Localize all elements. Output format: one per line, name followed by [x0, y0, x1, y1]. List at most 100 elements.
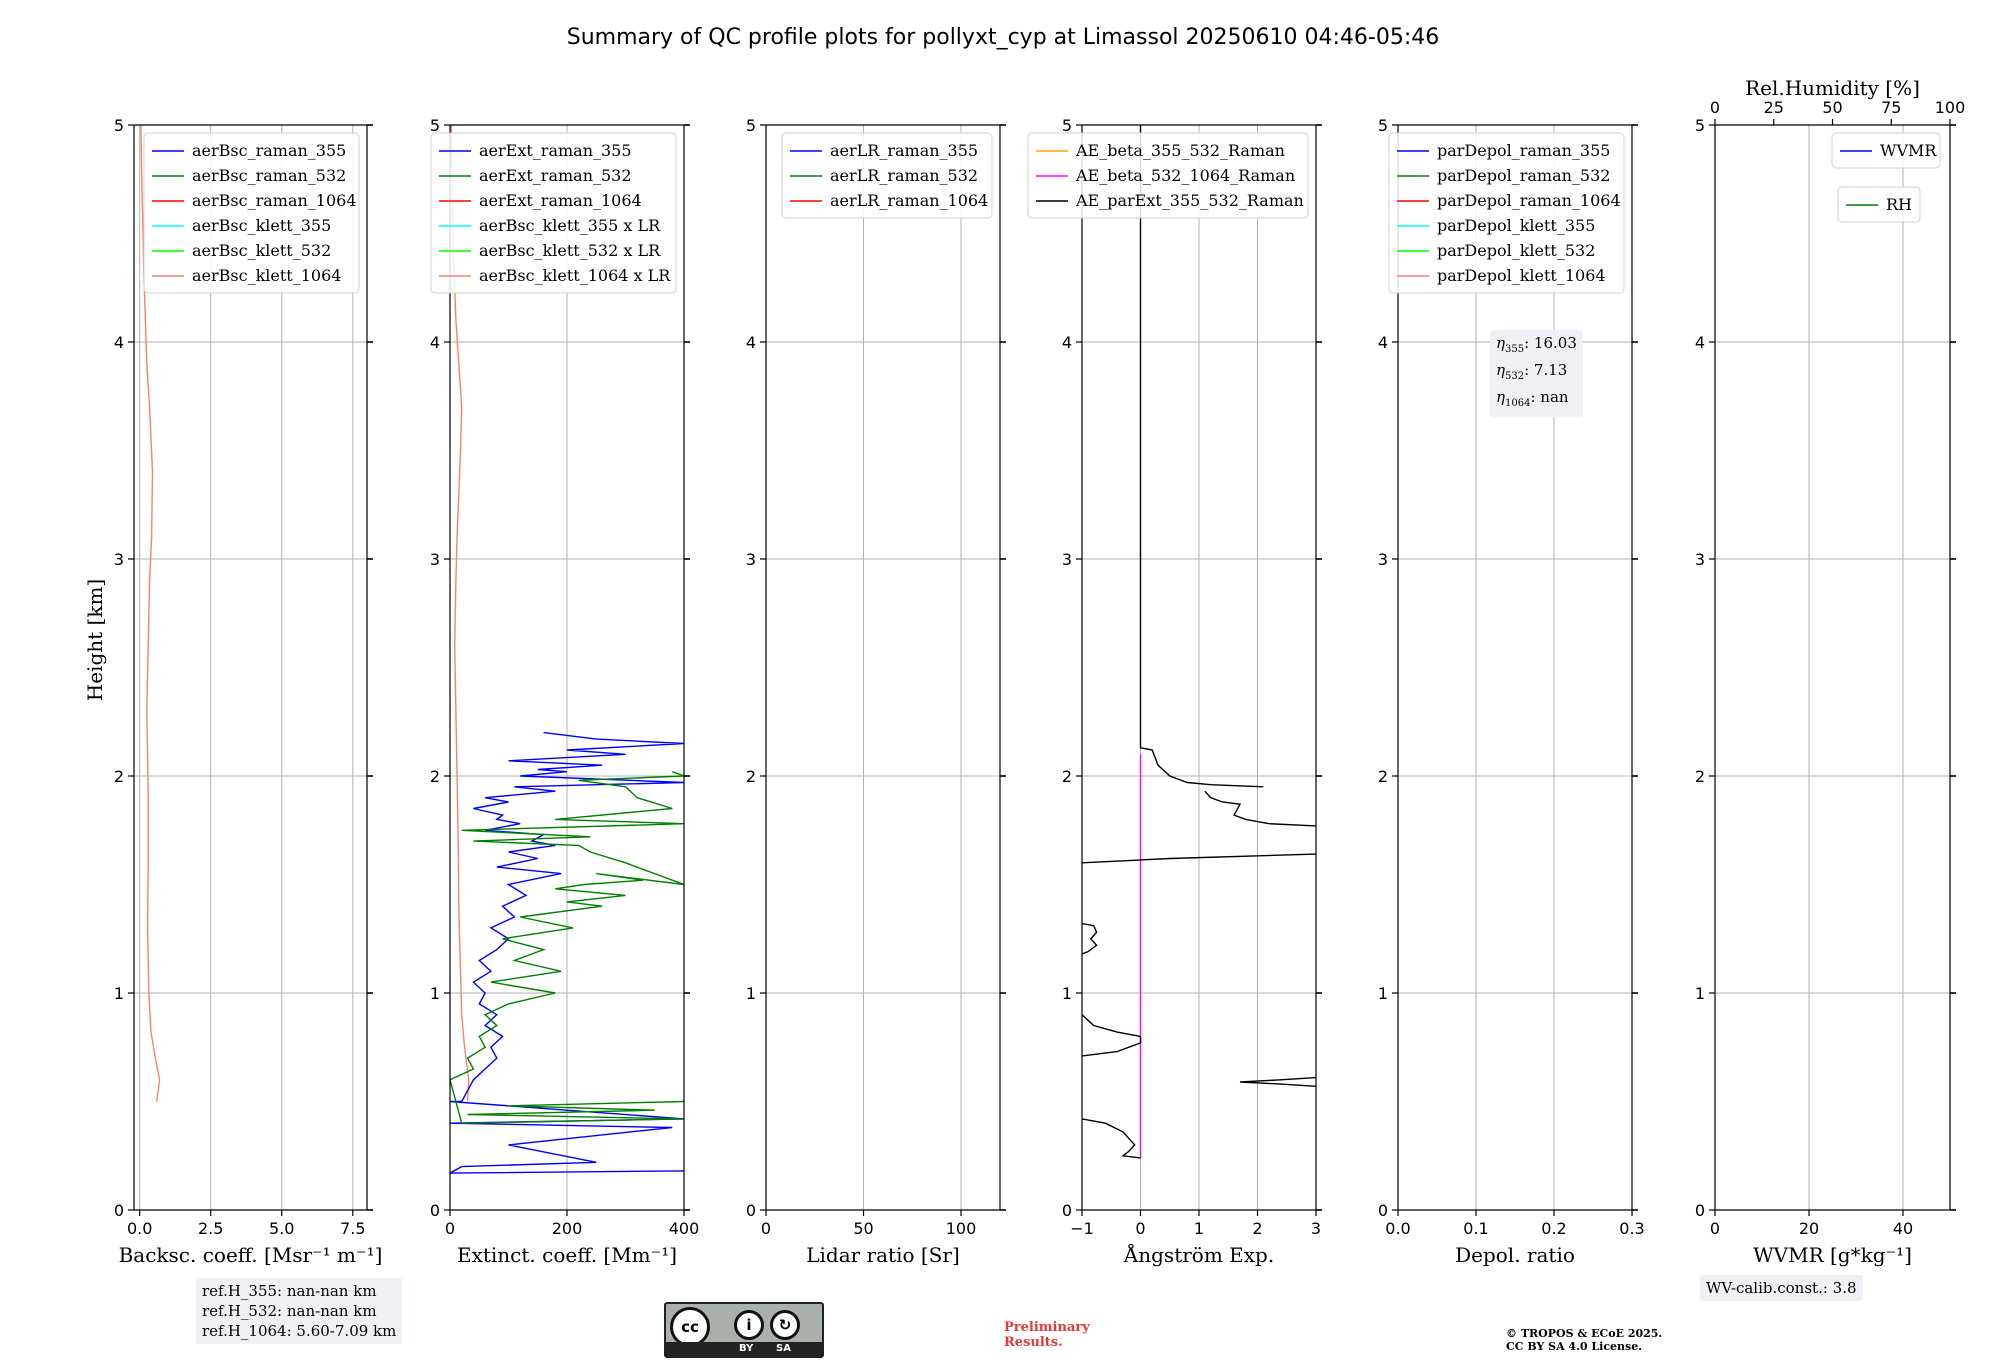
legend-frame: [1837, 186, 1921, 223]
top-x-tick-label: 50: [1822, 98, 1842, 117]
legend-entry: aerBsc_raman_355: [192, 141, 346, 160]
legend: parDepol_raman_355 parDepol_raman_532 parD…: [1388, 132, 1625, 294]
panel-bsc: 0 1 2 3 4 5 0.0 2.5 5.0 7.5 Backsc. coeff. [Msr⁻¹ …: [114, 116, 383, 1267]
top-x-tick-label: 25: [1764, 98, 1784, 117]
y-tick-label: 3: [1378, 550, 1388, 569]
legend-entry: RH: [1886, 195, 1912, 214]
y-tick-label: 1: [1695, 984, 1705, 1003]
x-tick-label: 0.3: [1619, 1219, 1644, 1238]
legend-entry: AE_beta_532_1064_Raman: [1075, 166, 1295, 185]
y-tick-label: 1: [1062, 984, 1072, 1003]
legend-entry: aerBsc_klett_355: [192, 216, 331, 235]
legend-frame: [781, 132, 993, 219]
top-x-axis-label: Rel.Humidity [%]: [1745, 76, 1920, 100]
panel-ext: 0 1 2 3 4 5 0 200 400 Extinct. coeff. [Mm⁻¹] aerEx…: [430, 116, 699, 1267]
y-tick-label: 3: [430, 550, 440, 569]
eta-1064: η1064: nan: [1496, 388, 1569, 409]
preliminary-results-note: Preliminary Results.: [1004, 1320, 1090, 1350]
eta-box: η355: 16.03 η532: 7.13 η1064: nan: [1490, 330, 1583, 417]
x-tick-label: 0.1: [1463, 1219, 1488, 1238]
legend-entry: parDepol_raman_1064: [1437, 191, 1621, 210]
x-tick-label: 7.5: [340, 1219, 365, 1238]
wv-calibration-box: WV-calib.const.: 3.8: [1700, 1275, 1863, 1301]
eta-355: η355: 16.03: [1496, 334, 1577, 355]
series-line-AE_parExt_355_532_Raman: [1139, 125, 1264, 788]
series-line-AE_parExt_355_532_Raman: [1239, 1076, 1316, 1087]
legend-entry: parDepol_klett_355: [1437, 216, 1595, 235]
y-tick-label: 4: [430, 333, 440, 352]
ref-h-532: ref.H_532: nan-nan km: [202, 1302, 377, 1320]
x-tick-label: 200: [552, 1219, 583, 1238]
legend: aerBsc_raman_355 aerBsc_raman_532 aerBsc_r…: [143, 132, 360, 294]
x-tick-label: 0.2: [1541, 1219, 1566, 1238]
y-tick-label: 5: [746, 116, 756, 135]
x-tick-label: 100: [946, 1219, 977, 1238]
x-axis-label: Ångström Exp.: [1123, 1242, 1274, 1267]
y-tick-label: 0: [430, 1201, 440, 1220]
person-icon: i: [734, 1310, 764, 1340]
legend-entry: aerExt_raman_355: [479, 141, 632, 160]
legend-frame: [430, 132, 677, 294]
x-tick-label: 0.0: [127, 1219, 152, 1238]
y-tick-label: 2: [1695, 767, 1705, 786]
series-line-AE_parExt_355_532_Raman: [1082, 1118, 1141, 1159]
y-tick-label: 0: [1695, 1201, 1705, 1220]
legend-entry: aerBsc_klett_532: [192, 241, 331, 260]
x-tick-label: 0: [1710, 1219, 1720, 1238]
y-tick-label: 1: [746, 984, 756, 1003]
y-tick-label: 5: [1378, 116, 1388, 135]
legend-entry: parDepol_raman_532: [1437, 166, 1610, 185]
legend-entry: WVMR: [1880, 141, 1937, 160]
y-tick-label: 4: [746, 333, 756, 352]
x-axis-label: WVMR [g*kg⁻¹]: [1753, 1243, 1912, 1267]
legend-entry: parDepol_klett_532: [1437, 241, 1595, 260]
x-axis-label: Backsc. coeff. [Msr⁻¹ m⁻¹]: [119, 1243, 383, 1267]
y-tick-label: 4: [114, 333, 124, 352]
y-tick-label: 0: [114, 1201, 124, 1220]
y-tick-label: 2: [114, 767, 124, 786]
x-tick-label: 0: [445, 1219, 455, 1238]
reference-height-box: ref.H_355: nan-nan km ref.H_532: nan-nan…: [196, 1278, 403, 1344]
legend-entry: AE_beta_355_532_Raman: [1075, 141, 1285, 160]
legend-entry: AE_parExt_355_532_Raman: [1075, 191, 1304, 210]
y-tick-label: 2: [746, 767, 756, 786]
legend-frame: [143, 132, 360, 294]
legend-entry: aerBsc_raman_1064: [192, 191, 357, 210]
legend-entry: aerBsc_klett_532 x LR: [479, 241, 661, 260]
cc-license-badge: cc i ↻ BY SA: [664, 1302, 824, 1358]
y-tick-label: 3: [746, 550, 756, 569]
x-tick-label: 2.5: [198, 1219, 223, 1238]
y-tick-label: 0: [746, 1201, 756, 1220]
y-tick-label: 2: [1062, 767, 1072, 786]
series-line-aerExt_raman_355: [450, 731, 684, 1174]
legend-entry: aerBsc_klett_355 x LR: [479, 216, 661, 235]
legend-entry: aerLR_raman_1064: [830, 191, 988, 210]
y-tick-label: 2: [430, 767, 440, 786]
legend: aerLR_raman_355 aerLR_raman_532 aerLR_rama…: [781, 132, 993, 219]
top-x-tick-label: 100: [1935, 98, 1966, 117]
legend-entry: aerLR_raman_355: [830, 141, 978, 160]
x-tick-label: 3: [1311, 1219, 1321, 1238]
legend-entry: aerLR_raman_532: [830, 166, 978, 185]
legend-entry: parDepol_klett_1064: [1437, 266, 1606, 285]
series-line-AE_parExt_355_532_Raman: [1082, 922, 1098, 955]
y-tick-label: 3: [1695, 550, 1705, 569]
series-group: [1082, 125, 1316, 1159]
y-tick-label: 0: [1378, 1201, 1388, 1220]
panel-depol: 0 1 2 3 4 5 0.0 0.1 0.2 0.3 Depol. ratio parDepol_r…: [1378, 116, 1645, 1267]
series-group: [450, 125, 684, 1174]
y-tick-label: 5: [430, 116, 440, 135]
wv-calib-const: WV-calib.const.: 3.8: [1706, 1279, 1857, 1297]
series-line-AE_parExt_355_532_Raman: [1204, 790, 1316, 827]
series-line-aerBsc_klett_1064 x LR: [450, 125, 470, 1102]
cc-by-label: BY: [739, 1343, 754, 1354]
series-line-AE_parExt_355_532_Raman: [1082, 1014, 1142, 1057]
legend-entry: aerBsc_raman_532: [192, 166, 346, 185]
legend: WVMR: [1831, 132, 1941, 169]
y-tick-label: 4: [1062, 333, 1072, 352]
legend-frame: [1388, 132, 1625, 294]
top-x-tick-label: 0: [1710, 98, 1720, 117]
